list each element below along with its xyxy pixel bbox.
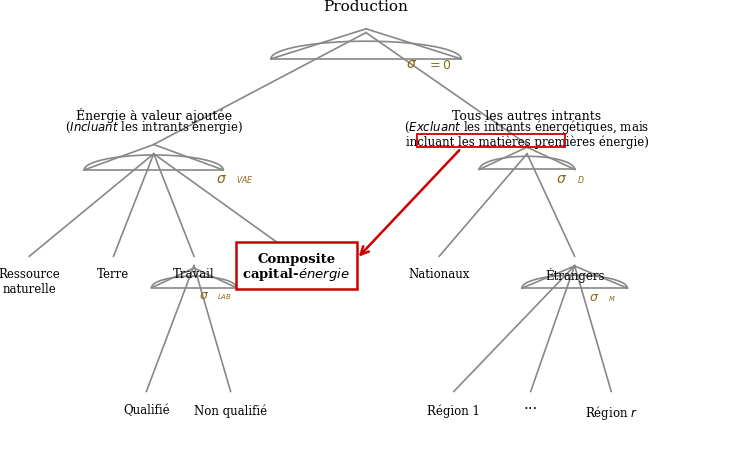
- Text: Composite: Composite: [258, 253, 335, 266]
- Text: Production: Production: [324, 0, 408, 14]
- Text: Qualifié: Qualifié: [123, 404, 170, 418]
- Text: Énergie à valeur ajoutée: Énergie à valeur ajoutée: [75, 109, 232, 123]
- Text: Tous les autres intrants: Tous les autres intrants: [452, 110, 602, 123]
- Text: $_{D}$: $_{D}$: [577, 175, 585, 187]
- Text: Non qualifié: Non qualifié: [194, 404, 267, 418]
- Text: incluant les matières premières énergie): incluant les matières premières énergie): [406, 136, 649, 149]
- Text: ...: ...: [523, 398, 538, 412]
- Text: ($\mathit{Excluant}$ les intrants énergétiques, mais: ($\mathit{Excluant}$ les intrants énergé…: [405, 118, 649, 136]
- Text: $_{M}$: $_{M}$: [608, 294, 616, 303]
- Text: $\sigma$: $\sigma$: [199, 289, 209, 302]
- Text: Région 1: Région 1: [427, 404, 480, 418]
- Text: Travail: Travail: [173, 268, 214, 281]
- Text: $_{VAE}$: $_{VAE}$: [236, 175, 254, 187]
- Text: Étrangers: Étrangers: [545, 268, 605, 283]
- Text: $= 0$: $= 0$: [427, 59, 451, 72]
- Text: $\sigma$: $\sigma$: [589, 291, 600, 304]
- Text: $_{LAB}$: $_{LAB}$: [217, 293, 232, 302]
- Text: $\sigma$: $\sigma$: [406, 57, 417, 71]
- Text: capital-$\mathit{énergie}$: capital-$\mathit{énergie}$: [242, 267, 351, 283]
- Text: Ressource
naturelle: Ressource naturelle: [0, 268, 60, 296]
- FancyBboxPatch shape: [236, 242, 357, 289]
- Text: Nationaux: Nationaux: [408, 268, 470, 281]
- Text: Terre: Terre: [97, 268, 130, 281]
- Text: ($\mathit{Incluant}$ les intrants énergie): ($\mathit{Incluant}$ les intrants énergi…: [64, 118, 243, 136]
- Text: $\sigma$: $\sigma$: [216, 172, 227, 186]
- Text: $\sigma$: $\sigma$: [556, 172, 567, 186]
- Text: Région $r$: Région $r$: [585, 404, 638, 423]
